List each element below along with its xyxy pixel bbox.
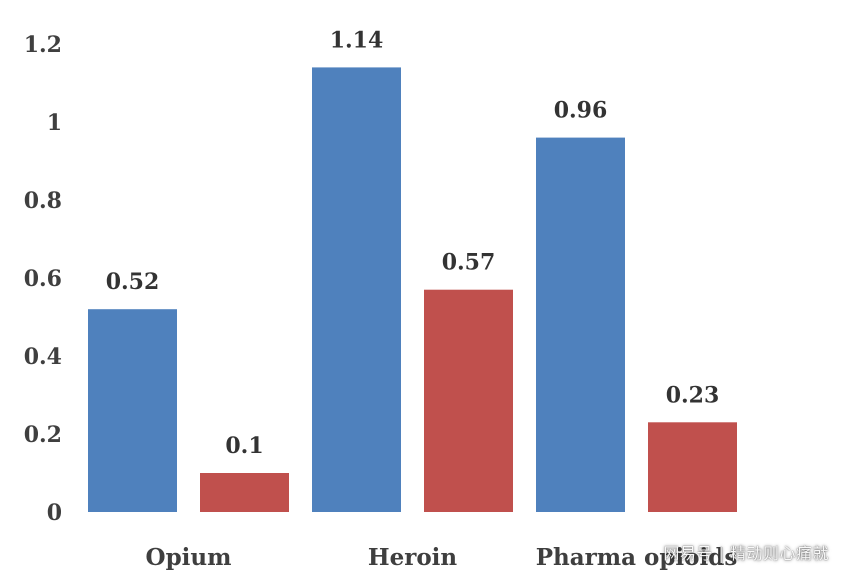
- bar-pharma-opioids-series-2: [648, 422, 737, 512]
- data-label: 0.23: [666, 382, 720, 408]
- y-tick-label: 0.2: [24, 422, 62, 448]
- data-label: 0.1: [225, 433, 263, 459]
- bar-opium-series-2: [200, 473, 289, 512]
- category-label: Heroin: [368, 544, 458, 571]
- watermark-text: 网易号 | 精动则心痛就: [663, 544, 829, 563]
- bar-opium-series-1: [88, 309, 177, 512]
- y-tick-label: 0.8: [24, 188, 62, 214]
- data-label: 0.57: [442, 250, 496, 276]
- y-tick-label: 1.2: [24, 32, 62, 58]
- bar-heroin-series-1: [312, 67, 401, 513]
- y-tick-label: 0: [47, 500, 62, 526]
- category-label: Opium: [146, 544, 232, 571]
- bar-heroin-series-2: [424, 289, 513, 512]
- data-label: 1.14: [330, 27, 384, 53]
- y-tick-label: 0.6: [24, 266, 62, 292]
- y-tick-label: 1: [47, 110, 62, 136]
- data-label: 0.96: [554, 98, 608, 124]
- y-tick-label: 0.4: [24, 344, 62, 370]
- bar-pharma-opioids-series-1: [536, 137, 625, 512]
- data-label: 0.52: [106, 269, 160, 295]
- category-label: Pharma opioids: [536, 544, 738, 571]
